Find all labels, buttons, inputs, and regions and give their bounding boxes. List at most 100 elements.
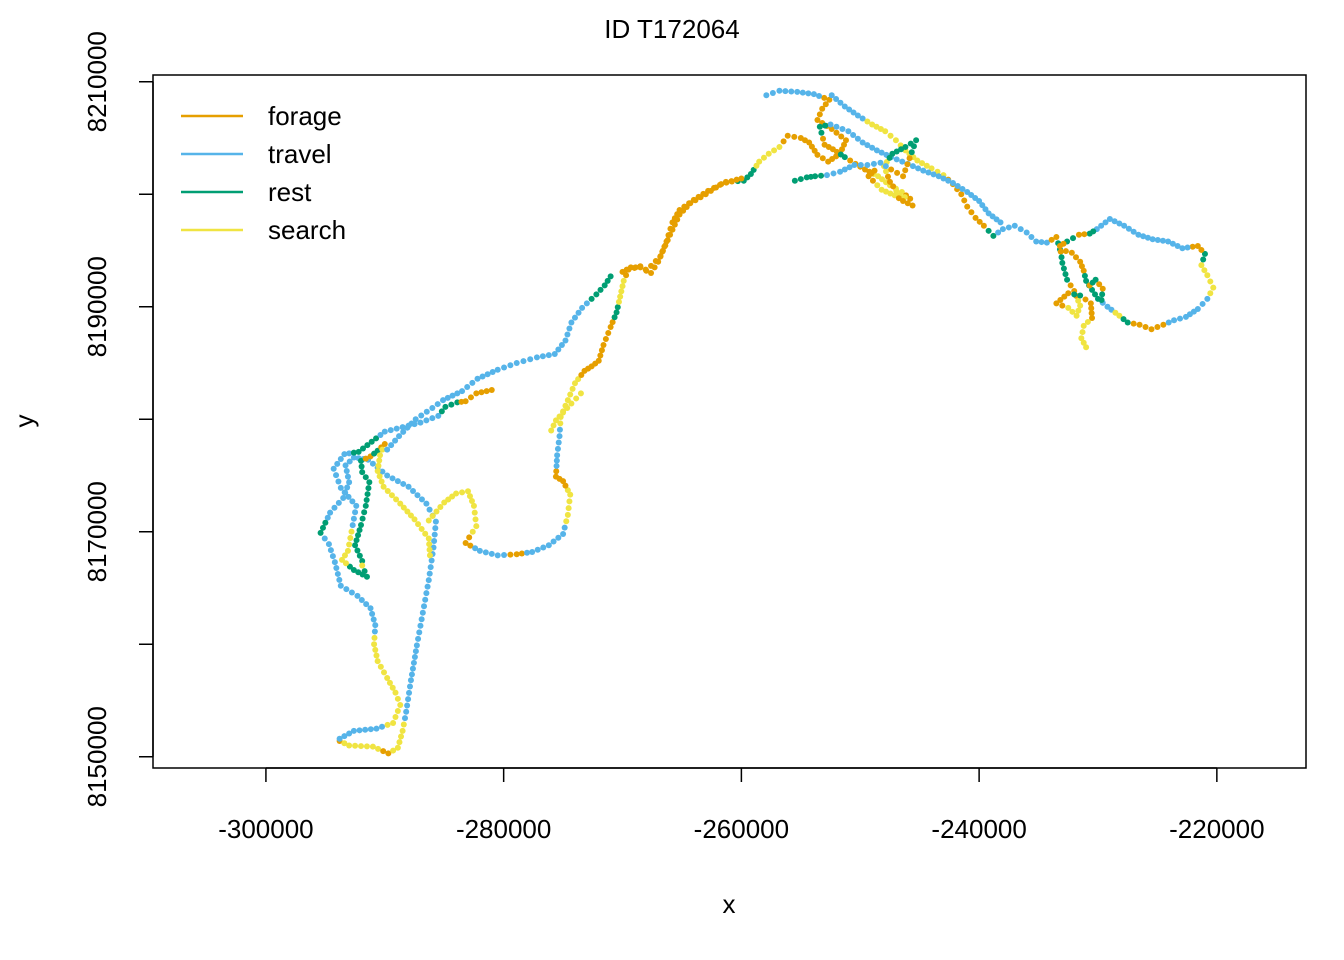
track-point-travel xyxy=(850,132,857,138)
track-point-travel xyxy=(393,425,400,432)
track-point-forage xyxy=(904,200,911,207)
track-point-forage xyxy=(869,177,876,184)
track-point-travel xyxy=(333,565,340,572)
track-point-travel xyxy=(877,159,884,166)
track-point-search xyxy=(1078,335,1085,342)
track-point-search xyxy=(358,743,365,750)
track-point-rest xyxy=(373,435,380,442)
track-point-rest xyxy=(358,457,365,464)
track-point-forage xyxy=(972,214,979,221)
track-point-travel xyxy=(566,325,573,332)
track-point-travel xyxy=(851,162,858,168)
track-point-rest xyxy=(613,309,620,316)
track-point-search xyxy=(473,523,480,530)
track-point-forage xyxy=(513,551,520,558)
y-tick-label: 8150000 xyxy=(82,706,112,807)
track-point-travel xyxy=(369,610,376,617)
track-point-travel xyxy=(356,727,363,734)
x-tick-label: -300000 xyxy=(218,814,313,844)
track-point-forage xyxy=(669,226,676,233)
track-point-forage xyxy=(380,748,387,755)
track-point-travel xyxy=(507,362,514,369)
track-point-search xyxy=(386,679,393,686)
track-point-travel xyxy=(327,547,334,554)
track-point-forage xyxy=(968,209,975,216)
track-point-rest xyxy=(364,491,371,498)
track-point-forage xyxy=(667,231,674,238)
track-point-travel xyxy=(362,726,369,733)
track-point-rest xyxy=(356,552,363,559)
track-point-forage xyxy=(906,155,913,162)
track-point-travel xyxy=(340,495,347,501)
track-point-travel xyxy=(389,475,396,482)
track-point-search xyxy=(425,517,432,524)
track-point-travel xyxy=(404,424,411,431)
track-point-forage xyxy=(907,195,914,202)
track-point-travel xyxy=(336,735,343,742)
track-point-rest xyxy=(1092,276,1099,283)
track-point-search xyxy=(459,489,466,496)
track-point-rest xyxy=(354,547,361,554)
track-point-rest xyxy=(1060,265,1067,272)
track-point-travel xyxy=(425,577,432,584)
track-point-travel xyxy=(421,603,428,610)
track-point-travel xyxy=(330,465,337,472)
track-point-forage xyxy=(888,166,895,173)
track-point-travel xyxy=(841,166,848,173)
track-point-forage xyxy=(784,132,791,139)
track-point-search xyxy=(397,500,404,507)
track-point-travel xyxy=(418,496,425,503)
track-point-search xyxy=(1084,318,1091,325)
track-point-travel xyxy=(405,696,412,703)
track-point-forage xyxy=(1142,324,1149,330)
track-point-forage xyxy=(909,202,916,209)
y-axis-label: y xyxy=(9,415,39,428)
track-point-travel xyxy=(337,484,344,491)
track-point-travel xyxy=(1204,295,1211,302)
track-point-travel xyxy=(464,384,471,390)
track-point-travel xyxy=(776,87,783,94)
track-point-travel xyxy=(550,538,557,545)
track-point-rest xyxy=(604,277,611,284)
track-point-search xyxy=(619,283,626,290)
track-point-forage xyxy=(884,173,891,180)
track-point-rest xyxy=(358,522,365,528)
track-point-travel xyxy=(432,518,439,525)
track-point-travel xyxy=(429,405,436,411)
track-point-travel xyxy=(344,484,351,491)
track-point-travel xyxy=(424,583,431,590)
track-point-search xyxy=(756,158,763,165)
track-point-travel xyxy=(568,319,575,326)
track-point-search xyxy=(377,663,384,670)
track-point-forage xyxy=(1065,290,1072,297)
track-point-rest xyxy=(797,176,804,183)
legend-label-rest: rest xyxy=(268,177,312,207)
track-point-forage xyxy=(648,262,655,269)
track-point-travel xyxy=(418,412,425,419)
track-point-travel xyxy=(1165,238,1172,245)
track-point-forage xyxy=(676,211,683,218)
track-point-search xyxy=(882,128,889,135)
track-point-forage xyxy=(1053,300,1060,307)
track-point-travel xyxy=(358,597,365,603)
track-point-search xyxy=(346,541,353,548)
track-point-forage xyxy=(980,222,987,229)
track-point-search xyxy=(1083,344,1090,351)
track-point-rest xyxy=(361,509,368,516)
track-point-forage xyxy=(738,175,745,182)
track-point-forage xyxy=(632,264,639,271)
track-point-travel xyxy=(999,226,1006,233)
track-point-travel xyxy=(476,547,483,554)
track-point-travel xyxy=(1184,244,1191,251)
track-point-search xyxy=(372,646,379,653)
track-point-search xyxy=(373,652,380,659)
track-point-forage xyxy=(692,197,699,204)
track-point-rest xyxy=(1092,291,1099,298)
track-point-forage xyxy=(518,550,525,557)
track-point-rest xyxy=(363,496,370,503)
track-point-travel xyxy=(920,167,927,174)
track-point-rest xyxy=(990,232,997,239)
track-point-travel xyxy=(985,210,992,217)
track-point-forage xyxy=(659,247,666,254)
track-point-forage xyxy=(902,167,909,174)
